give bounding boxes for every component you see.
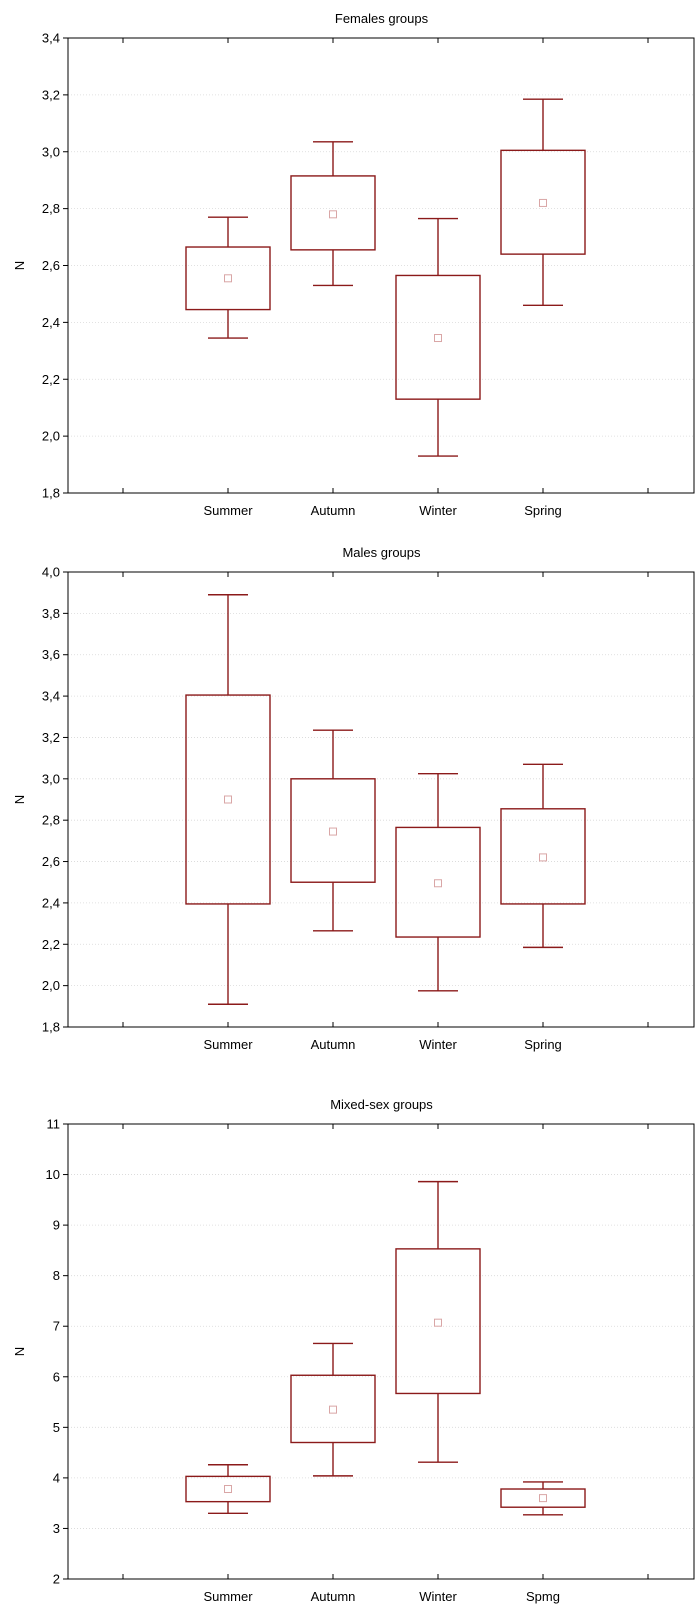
y-tick-label: 3 bbox=[53, 1521, 60, 1536]
mean-marker bbox=[329, 210, 337, 219]
x-tick-label: Summer bbox=[203, 1589, 253, 1604]
box-rect bbox=[185, 246, 271, 311]
mean-marker bbox=[539, 1494, 547, 1503]
y-axis-label: N bbox=[12, 795, 27, 804]
y-tick-label: 2,4 bbox=[42, 895, 60, 910]
box-spring bbox=[500, 763, 586, 949]
y-tick-label: 4 bbox=[53, 1470, 60, 1485]
y-tick-label: 3,6 bbox=[42, 647, 60, 662]
x-tick-label: Autumn bbox=[311, 503, 356, 518]
y-tick-label: 3,2 bbox=[42, 87, 60, 102]
y-tick-label: 1,8 bbox=[42, 486, 60, 501]
plot-frame bbox=[67, 571, 695, 1028]
box-winter bbox=[395, 1180, 481, 1463]
chart-panel-3: Mixed-sex groups 2 3 4 5 6 7 8 9 10 11 N Summer Autum… bbox=[12, 1097, 695, 1604]
x-tick-label: Spring bbox=[524, 503, 562, 518]
x-tick-label: Autumn bbox=[311, 1037, 356, 1052]
y-tick-label: 4,0 bbox=[42, 565, 60, 580]
y-tick-label: 2,8 bbox=[42, 201, 60, 216]
box-summer bbox=[185, 594, 271, 1005]
chart-panel-2: Males groups 1,8 2,0 2,2 2,4 2,6 2,8 3,0 3,2 3,4 3… bbox=[12, 545, 695, 1052]
box-rect bbox=[185, 1475, 271, 1503]
y-tick-label: 3,4 bbox=[42, 689, 60, 704]
y-tick-label: 2,2 bbox=[42, 937, 60, 952]
box-rect bbox=[500, 149, 586, 255]
y-tick-label: 11 bbox=[47, 1117, 61, 1132]
box-rect bbox=[500, 1488, 586, 1508]
box-spmg bbox=[500, 1481, 586, 1516]
y-tick-label: 7 bbox=[53, 1319, 60, 1334]
y-tick-label: 2 bbox=[53, 1572, 60, 1587]
box-autumn bbox=[290, 729, 376, 932]
mean-marker bbox=[434, 334, 442, 343]
box-rect bbox=[395, 1248, 481, 1395]
y-tick-label: 3,4 bbox=[42, 31, 60, 46]
y-tick-label: 10 bbox=[46, 1167, 60, 1182]
mean-marker bbox=[539, 853, 547, 862]
y-tick-label: 2,0 bbox=[42, 429, 60, 444]
box-rect bbox=[290, 1374, 376, 1444]
x-tick-label: Winter bbox=[419, 1037, 457, 1052]
box-rect bbox=[290, 175, 376, 251]
y-tick-label: 8 bbox=[53, 1268, 60, 1283]
mean-marker bbox=[539, 198, 547, 207]
box-spring bbox=[500, 98, 586, 307]
y-axis-label: N bbox=[12, 1347, 27, 1356]
mean-marker bbox=[434, 1318, 442, 1327]
mean-marker bbox=[224, 1485, 232, 1494]
y-axis-label: N bbox=[12, 261, 27, 270]
y-tick-label: 3,0 bbox=[42, 144, 60, 159]
mean-marker bbox=[434, 879, 442, 888]
x-tick-label: Summer bbox=[203, 503, 253, 518]
plot-frame bbox=[67, 1123, 695, 1580]
box-winter bbox=[395, 217, 481, 457]
y-tick-label: 3,2 bbox=[42, 730, 60, 745]
x-tick-label: Summer bbox=[203, 1037, 253, 1052]
box-rect bbox=[290, 778, 376, 883]
chart-panel-1: Females groups 1,8 2,0 2,2 2,4 2,6 2,8 3,0 3,2 3,… bbox=[12, 11, 695, 518]
mean-marker bbox=[329, 827, 337, 836]
x-tick-label: Spring bbox=[524, 1037, 562, 1052]
y-tick-label: 6 bbox=[53, 1369, 60, 1384]
mean-marker bbox=[224, 795, 232, 804]
x-tick-label: Spmg bbox=[526, 1589, 560, 1604]
chart-title: Females groups bbox=[335, 11, 429, 26]
y-tick-label: 2,8 bbox=[42, 813, 60, 828]
y-tick-label: 2,6 bbox=[42, 258, 60, 273]
y-tick-label: 2,2 bbox=[42, 372, 60, 387]
box-rect bbox=[185, 694, 271, 905]
y-tick-label: 2,6 bbox=[42, 854, 60, 869]
box-rect bbox=[395, 826, 481, 938]
y-tick-label: 9 bbox=[53, 1218, 60, 1233]
box-summer bbox=[185, 216, 271, 339]
box-autumn bbox=[290, 1342, 376, 1477]
y-tick-label: 3,0 bbox=[42, 771, 60, 786]
box-summer bbox=[185, 1464, 271, 1514]
box-autumn bbox=[290, 141, 376, 287]
box-rect bbox=[500, 808, 586, 905]
y-tick-label: 3,8 bbox=[42, 606, 60, 621]
mean-marker bbox=[224, 274, 232, 283]
chart-title: Mixed-sex groups bbox=[330, 1097, 433, 1112]
x-tick-label: Winter bbox=[419, 503, 457, 518]
x-tick-label: Winter bbox=[419, 1589, 457, 1604]
y-tick-label: 2,0 bbox=[42, 978, 60, 993]
box-rect bbox=[395, 274, 481, 400]
y-tick-label: 2,4 bbox=[42, 315, 60, 330]
x-tick-label: Autumn bbox=[311, 1589, 356, 1604]
chart-title: Males groups bbox=[342, 545, 421, 560]
y-tick-label: 1,8 bbox=[42, 1020, 60, 1035]
box-winter bbox=[395, 772, 481, 992]
y-tick-label: 5 bbox=[53, 1420, 60, 1435]
mean-marker bbox=[329, 1405, 337, 1414]
